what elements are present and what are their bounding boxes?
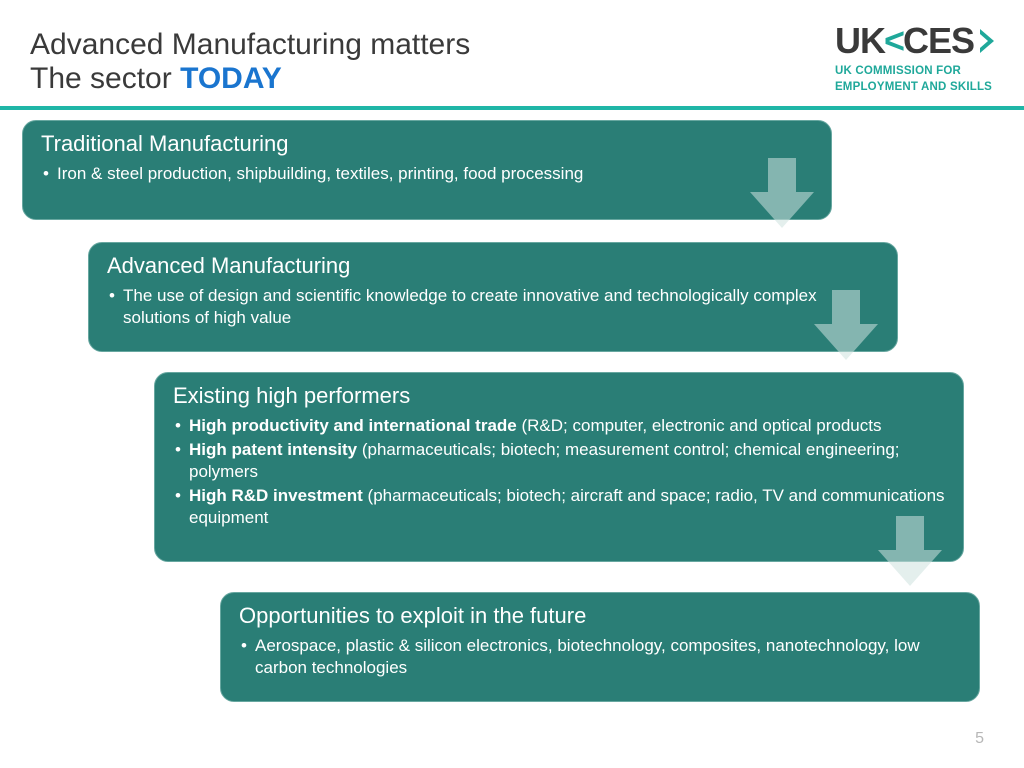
page-number: 5 [975, 730, 984, 748]
logo-k: K [860, 20, 885, 62]
slide-header: Advanced Manufacturing matters The secto… [0, 0, 1024, 106]
step-list-item: Aerospace, plastic & silicon electronics… [239, 635, 961, 679]
down-arrow-icon [750, 158, 814, 228]
logo-u: U [835, 20, 860, 62]
step-list: High productivity and international trad… [173, 415, 945, 529]
logo-ces: CES [903, 20, 974, 62]
down-arrow-icon [878, 516, 942, 586]
logo-lt: < [884, 20, 904, 62]
chevron-right-icon [980, 29, 994, 53]
bullet-text: Aerospace, plastic & silicon electronics… [255, 636, 920, 677]
step-box-2: Existing high performers High productivit… [154, 372, 964, 562]
bullet-text: The use of design and scientific knowled… [123, 286, 817, 327]
logo-sub-1: UK COMMISSION FOR [835, 64, 994, 78]
slide-content: Traditional ManufacturingIron & steel pr… [0, 110, 1024, 120]
step-list-item: High patent intensity (pharmaceuticals; … [173, 439, 945, 483]
bullet-text: (R&D; computer, electronic and optical p… [521, 416, 881, 435]
step-list: Iron & steel production, shipbuilding, t… [41, 163, 813, 185]
bullet-bold: High productivity and international trad… [189, 416, 521, 435]
step-title: Opportunities to exploit in the future [239, 603, 961, 629]
logo-sub-2: EMPLOYMENT AND SKILLS [835, 80, 994, 94]
title-highlight: TODAY [180, 62, 282, 95]
step-box-3: Opportunities to exploit in the future Ae… [220, 592, 980, 702]
bullet-text: Iron & steel production, shipbuilding, t… [57, 164, 583, 183]
step-title: Traditional Manufacturing [41, 131, 813, 157]
ukces-logo: UK<CES UK COMMISSION FOR EMPLOYMENT AND … [835, 20, 994, 95]
step-title: Existing high performers [173, 383, 945, 409]
title-line-2: The sector TODAY [30, 62, 470, 96]
step-list-item: High productivity and international trad… [173, 415, 945, 437]
step-list-item: The use of design and scientific knowled… [107, 285, 879, 329]
down-arrow-icon [814, 290, 878, 360]
step-list-item: Iron & steel production, shipbuilding, t… [41, 163, 813, 185]
logo-main: UK<CES [835, 20, 994, 62]
title-prefix: The sector [30, 62, 180, 95]
step-box-1: Advanced Manufacturing The use of design … [88, 242, 898, 352]
bullet-bold: High R&D investment [189, 486, 368, 505]
step-list: Aerospace, plastic & silicon electronics… [239, 635, 961, 679]
step-list-item: High R&D investment (pharmaceuticals; bi… [173, 485, 945, 529]
bullet-bold: High patent intensity [189, 440, 362, 459]
title-line-1: Advanced Manufacturing matters [30, 28, 470, 62]
step-list: The use of design and scientific knowled… [107, 285, 879, 329]
title-block: Advanced Manufacturing matters The secto… [30, 20, 470, 96]
step-title: Advanced Manufacturing [107, 253, 879, 279]
step-box-0: Traditional Manufacturing Iron & steel pr… [22, 120, 832, 220]
